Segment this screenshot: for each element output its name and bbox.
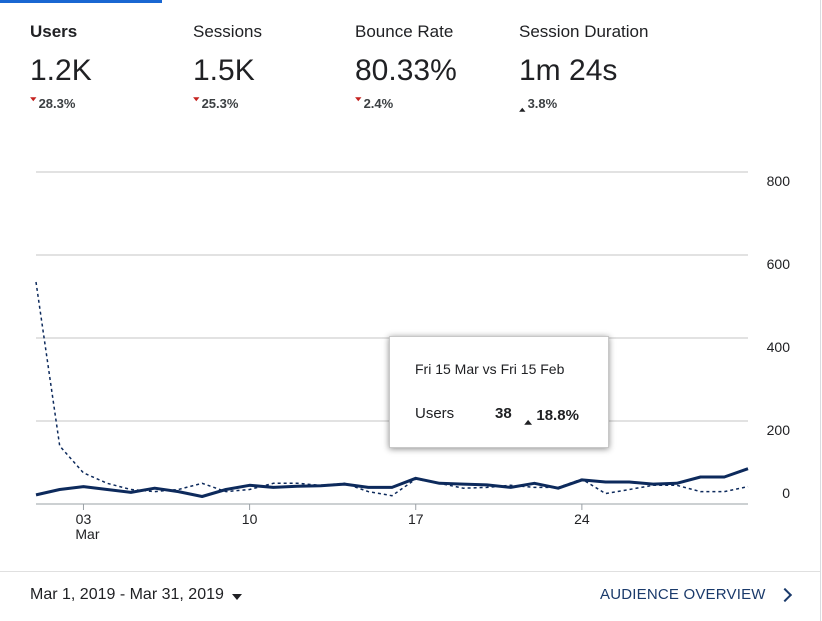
y-tick-label: 200: [767, 422, 791, 438]
chart-tooltip: Fri 15 Mar vs Fri 15 Feb Users 38 🢑 18.8…: [389, 336, 609, 448]
card-border: [820, 0, 821, 621]
metric-tabs: Users 1.2K 🢓 28.3% Sessions 1.5K 🢓 25.3%…: [0, 0, 822, 120]
y-tick-label: 600: [767, 256, 791, 272]
metric-change: 🢑 3.8%: [519, 96, 557, 111]
metric-value: 80.33%: [355, 54, 457, 87]
y-tick-label: 400: [767, 339, 791, 355]
tooltip-change: 🢑 18.8%: [524, 405, 579, 430]
metric-value: 1.2K: [30, 54, 92, 87]
y-tick-label: 800: [767, 173, 791, 189]
metric-change-value: 2.4%: [363, 96, 394, 111]
x-tick-label: 17: [408, 511, 424, 527]
x-tick-sublabel: Mar: [75, 526, 99, 542]
chevron-right-icon: [777, 587, 792, 603]
active-tab-indicator: [0, 0, 162, 3]
date-range-label: Mar 1, 2019 - Mar 31, 2019: [30, 586, 224, 603]
metric-change-value: 25.3%: [201, 96, 239, 111]
x-tick-label: 10: [242, 511, 258, 527]
arrow-down-icon: 🢓: [355, 96, 362, 111]
metric-label: Session Duration: [519, 22, 649, 41]
metric-change: 🢓 28.3%: [30, 96, 75, 111]
series-line-comparison: [35, 281, 749, 497]
metric-label: Sessions: [193, 22, 262, 41]
caret-down-icon: [231, 593, 242, 600]
metric-change-value: 28.3%: [38, 96, 76, 111]
arrow-down-icon: 🢓: [193, 96, 200, 111]
audience-overview-link[interactable]: AUDIENCE OVERVIEW: [600, 586, 792, 603]
audience-overview-label: AUDIENCE OVERVIEW: [600, 586, 766, 603]
arrow-down-icon: 🢓: [30, 96, 37, 111]
metric-label: Users: [30, 22, 78, 41]
tooltip-metric: Users: [415, 405, 455, 422]
metric-value: 1m 24s: [519, 54, 618, 87]
x-tick-label: 03: [76, 511, 92, 527]
tooltip-title: Fri 15 Mar vs Fri 15 Feb: [415, 361, 565, 377]
arrow-up-icon: 🢑: [524, 407, 533, 424]
tooltip-value: 38: [495, 405, 512, 422]
metric-value: 1.5K: [193, 54, 255, 87]
metric-change-value: 3.8%: [527, 96, 558, 111]
date-range-selector[interactable]: Mar 1, 2019 - Mar 31, 2019: [30, 586, 242, 604]
y-tick-label: 0: [782, 485, 790, 501]
arrow-up-icon: 🢑: [519, 96, 526, 111]
metric-label: Bounce Rate: [355, 22, 454, 41]
metric-change: 🢓 2.4%: [355, 96, 393, 111]
metric-change: 🢓 25.3%: [193, 96, 238, 111]
footer-divider: [0, 571, 820, 572]
x-tick-label: 24: [574, 511, 590, 527]
tooltip-change-value: 18.8%: [536, 407, 579, 424]
series-line-current: [35, 467, 749, 498]
